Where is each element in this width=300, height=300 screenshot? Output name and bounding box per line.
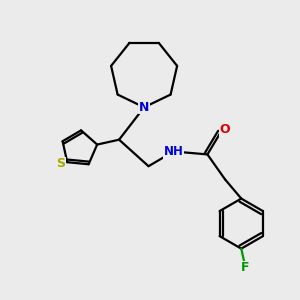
Text: S: S: [56, 157, 65, 170]
Text: O: O: [220, 123, 230, 136]
Text: N: N: [139, 101, 149, 114]
Text: NH: NH: [164, 145, 184, 158]
Text: F: F: [241, 261, 249, 274]
